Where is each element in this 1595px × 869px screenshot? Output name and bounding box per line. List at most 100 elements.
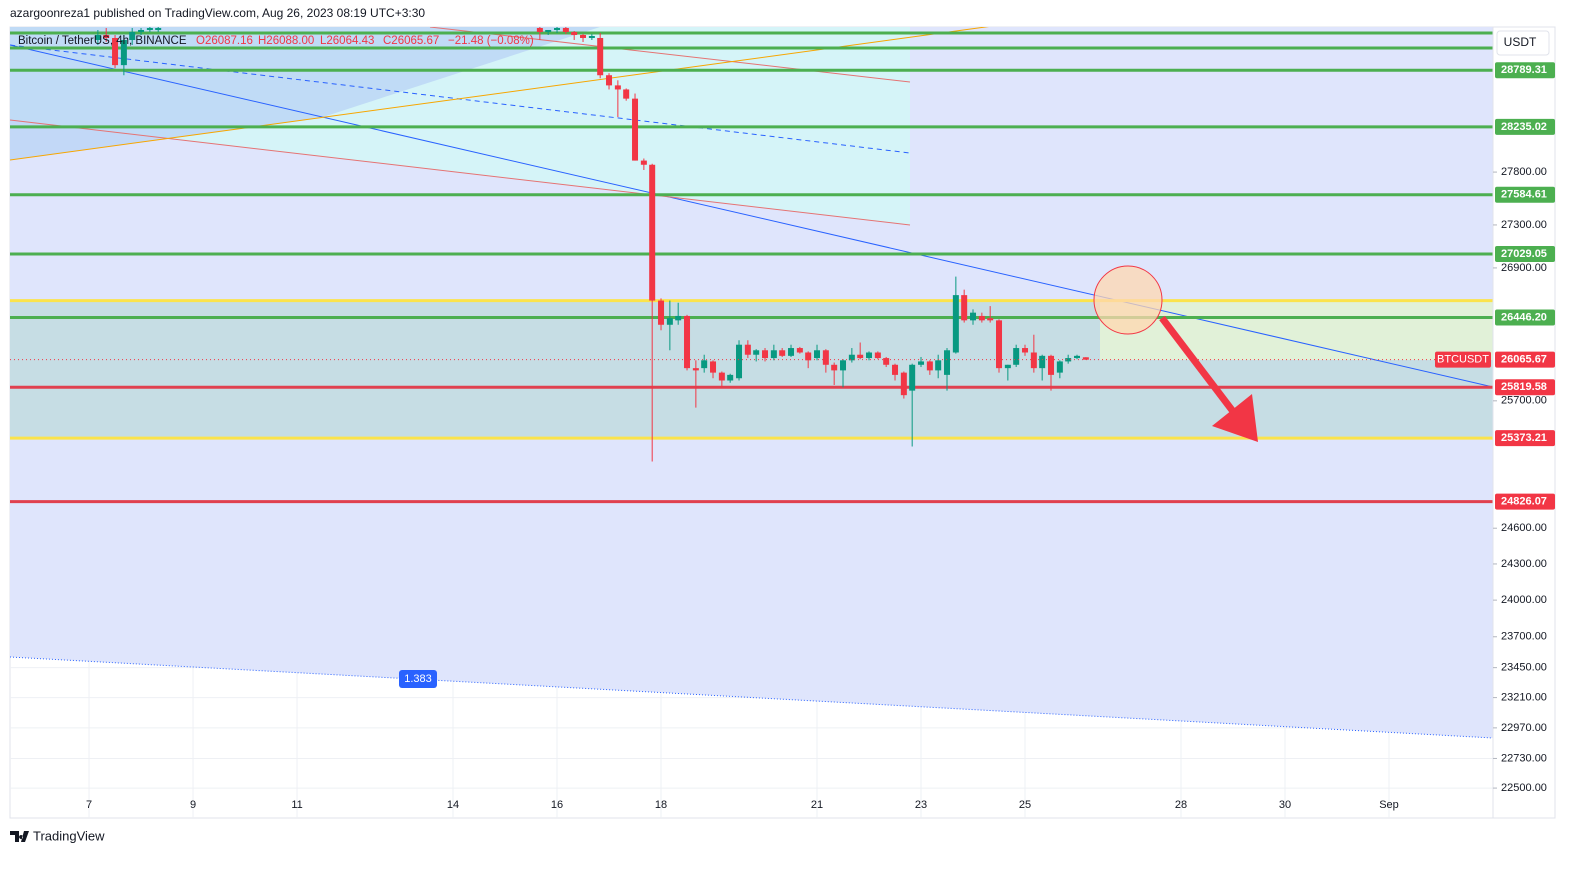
symbol-tag: BTCUSDT xyxy=(1437,354,1489,366)
y-tick-label: 27300.00 xyxy=(1501,219,1547,231)
candle-body xyxy=(857,354,864,359)
candle-body xyxy=(614,85,621,90)
candle-body xyxy=(762,350,769,359)
level-label: 25373.21 xyxy=(1501,432,1547,444)
candle-body xyxy=(814,350,821,359)
x-tick-label: 23 xyxy=(915,799,927,811)
level-label-box xyxy=(1495,430,1555,447)
level-label: 25819.58 xyxy=(1501,381,1547,393)
y-tick-label: 23450.00 xyxy=(1501,662,1547,674)
currency: USDT xyxy=(1504,35,1537,49)
candle-body xyxy=(1082,357,1089,360)
annotations: 1.383 xyxy=(399,265,1258,688)
arrow-head xyxy=(1212,394,1258,442)
candle-body xyxy=(138,29,145,32)
x-tick-label: 11 xyxy=(291,799,302,811)
highlight-circle xyxy=(1093,265,1163,335)
level-label-box xyxy=(1495,493,1555,510)
y-tick-label: 23210.00 xyxy=(1501,692,1547,704)
y-tick-label: 26900.00 xyxy=(1501,262,1547,274)
candle-body xyxy=(883,358,890,365)
range-zone-upper xyxy=(1100,300,1493,360)
candle-body xyxy=(658,300,665,325)
channel-line xyxy=(429,27,911,83)
candle-body xyxy=(952,295,959,353)
candle-body xyxy=(640,160,647,165)
x-tick-label: 14 xyxy=(447,799,459,811)
candle-body xyxy=(701,360,708,369)
level-label: 27029.05 xyxy=(1501,248,1547,260)
level-label-box xyxy=(1495,186,1555,203)
currency-box xyxy=(1496,30,1550,56)
candle-body xyxy=(692,368,699,371)
candle-body xyxy=(1048,355,1055,375)
price-scale xyxy=(1492,26,1556,819)
candle-body xyxy=(874,352,881,359)
x-tick-label: 28 xyxy=(1175,799,1187,811)
candle-body xyxy=(1013,348,1020,365)
y-tick-label: 22970.00 xyxy=(1501,722,1547,734)
candle-body xyxy=(736,344,743,379)
candle-body xyxy=(597,37,604,76)
candle-body xyxy=(562,27,569,32)
candle-body xyxy=(1039,355,1046,369)
legend-close: C26065.67 xyxy=(383,35,439,47)
level-label-box xyxy=(1495,118,1555,135)
candle-body xyxy=(103,34,110,38)
candle-body xyxy=(796,348,803,353)
x-tick-label: 7 xyxy=(86,799,92,811)
candle-body xyxy=(580,34,587,38)
candle-body xyxy=(970,312,977,321)
candle-body xyxy=(892,364,899,375)
candle-body xyxy=(554,27,561,30)
candle-body xyxy=(987,318,994,321)
candle-body xyxy=(944,350,951,375)
fib-label-box xyxy=(399,670,437,688)
candle-body xyxy=(1074,355,1081,359)
x-tick-label: 30 xyxy=(1279,799,1291,811)
x-tick-label: 25 xyxy=(1019,799,1031,811)
y-tick-label: 23700.00 xyxy=(1501,631,1547,643)
y-tick-label: 22500.00 xyxy=(1501,782,1547,794)
candle-body xyxy=(1030,352,1037,369)
x-tick-label: 21 xyxy=(811,799,823,811)
candle-body xyxy=(935,360,942,371)
x-tick-label: 18 xyxy=(655,799,667,811)
candle-body xyxy=(571,31,578,35)
last-price-label-box xyxy=(1495,351,1555,368)
candle-body xyxy=(996,320,1003,369)
candle-body xyxy=(666,318,673,325)
candle-body xyxy=(779,350,786,356)
candle-body xyxy=(978,315,985,321)
candle-body xyxy=(1004,364,1011,369)
candle-body xyxy=(900,372,907,396)
brand: TradingView xyxy=(10,828,105,843)
candle-body xyxy=(831,364,838,371)
level-label: 28789.31 xyxy=(1501,64,1547,76)
header: azargoonreza1 published on TradingView.c… xyxy=(10,6,425,20)
x-tick-label: 16 xyxy=(551,799,563,811)
last-price-label: 26065.67 xyxy=(1501,354,1547,366)
level-label-box xyxy=(1495,62,1555,79)
candle-body xyxy=(632,98,639,161)
candle-body xyxy=(94,34,101,40)
y-tick-label: 24300.00 xyxy=(1501,558,1547,570)
arrow-shaft xyxy=(1159,315,1241,421)
candle-body xyxy=(866,352,873,359)
candle-body xyxy=(129,31,136,40)
candle-body xyxy=(710,361,717,373)
candle-body xyxy=(805,352,812,361)
candle-body xyxy=(606,75,613,86)
y-tick-label: 24000.00 xyxy=(1501,594,1547,606)
fib-label: 1.383 xyxy=(404,673,432,685)
candle-body xyxy=(1065,358,1072,362)
candle-body xyxy=(155,27,162,30)
brand-logo xyxy=(10,831,29,842)
candle-body xyxy=(770,350,777,359)
candle-body xyxy=(545,29,552,32)
level-label-box xyxy=(1495,245,1555,262)
y-tick-label: 24600.00 xyxy=(1501,522,1547,534)
candle-body xyxy=(961,295,968,321)
legend: Bitcoin / TetherUS, 4h, BINANCE O26087.1… xyxy=(18,35,534,47)
